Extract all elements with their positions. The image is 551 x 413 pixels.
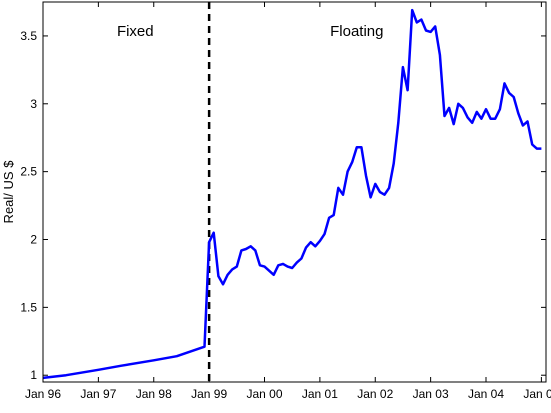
annotation-fixed: Fixed xyxy=(117,23,154,40)
series-line xyxy=(42,8,542,380)
series-group xyxy=(42,8,542,380)
x-axis-ticks: Jan 96 Jan 97 Jan 98 Jan 99 Jan 00 Jan 01 Jan … xyxy=(25,2,551,401)
x-tick-label: Jan 00 xyxy=(246,387,282,401)
x-tick-label: Jan 96 xyxy=(25,387,61,401)
x-tick-label: Jan 05 xyxy=(523,387,551,401)
x-tick-label: Jan 04 xyxy=(468,387,504,401)
y-tick-label: 3 xyxy=(30,97,37,111)
y-axis-label: Real/ US $ xyxy=(1,160,16,224)
y-tick-label: 2.5 xyxy=(20,165,37,179)
x-tick-label: Jan 02 xyxy=(357,387,393,401)
y-axis-ticks: 1 1.5 2 2.5 3 3.5 xyxy=(20,29,546,382)
y-tick-label: 2 xyxy=(30,233,37,247)
x-tick-label: Jan 99 xyxy=(191,387,227,401)
y-tick-label: 1.5 xyxy=(20,300,37,314)
x-tick-label: Jan 03 xyxy=(413,387,449,401)
annotation-floating: Floating xyxy=(330,23,383,40)
y-tick-label: 3.5 xyxy=(20,29,37,43)
y-tick-label: 1 xyxy=(30,368,37,382)
x-tick-label: Jan 98 xyxy=(136,387,172,401)
x-tick-label: Jan 97 xyxy=(80,387,116,401)
regime-annotations: Fixed Floating xyxy=(117,23,384,40)
plot-frame xyxy=(42,1,547,383)
x-tick-label: Jan 01 xyxy=(302,387,338,401)
